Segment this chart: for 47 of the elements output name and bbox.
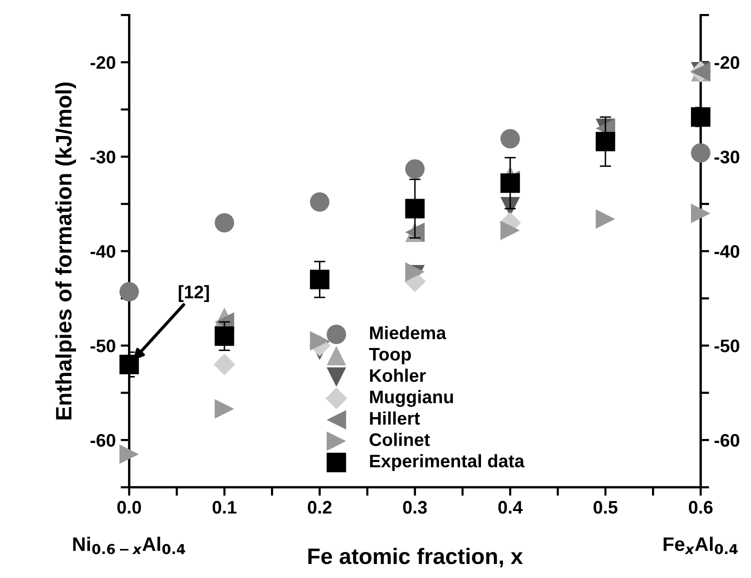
point — [596, 132, 616, 152]
annotation: [12] — [178, 285, 209, 302]
point — [310, 270, 330, 290]
y-tick-label: -40 — [90, 245, 116, 258]
x-tick-label: 0.1 — [212, 500, 236, 514]
point — [596, 209, 616, 229]
legend-label: Muggianu — [370, 390, 453, 407]
point — [500, 129, 520, 148]
x-axis-title: Fe atomic fraction, x — [308, 548, 523, 568]
point — [690, 143, 710, 163]
point — [214, 326, 234, 346]
y-tick-label: -20 — [90, 56, 116, 69]
legend-label: Toop — [369, 348, 411, 364]
x-tick-label: 0.6 — [688, 500, 713, 514]
x-tick-label: 0.0 — [117, 500, 141, 514]
point — [500, 220, 520, 240]
point — [214, 354, 236, 376]
point — [119, 444, 139, 464]
point — [310, 192, 330, 212]
y2-tick-label: -60 — [714, 434, 740, 447]
x-tick-label: 0.3 — [403, 500, 427, 514]
legend-label: Experimental data — [370, 454, 525, 472]
legend-label: Miedema — [370, 326, 446, 340]
point — [405, 198, 425, 218]
x-tick-label: 0.5 — [594, 500, 618, 514]
y2-tick-label: -50 — [714, 340, 740, 352]
point — [119, 354, 139, 374]
text: Fe$_{x}$Al$_{0.4}$ — [664, 536, 738, 554]
point — [214, 399, 234, 419]
point — [690, 204, 710, 224]
legend-label: Colinet — [370, 432, 430, 446]
point — [214, 213, 234, 233]
point — [405, 159, 425, 179]
y-tick-label: -50 — [90, 340, 116, 352]
y-tick-label: -30 — [90, 150, 116, 164]
legend-label: Hillert — [370, 411, 420, 425]
y-axis-title: Enthalpies of formation (kJ/mol) — [55, 82, 76, 420]
y2-tick-label: -20 — [714, 56, 740, 69]
legend-label: Kohler — [370, 368, 426, 382]
x-tick-label: 0.4 — [498, 500, 523, 514]
y2-tick-label: -30 — [714, 150, 740, 164]
y2-tick-label: -40 — [714, 245, 740, 258]
x-tick-label: 0.2 — [308, 500, 332, 514]
y-tick-label: -60 — [90, 434, 116, 447]
point — [690, 107, 710, 127]
point — [119, 282, 139, 302]
text: Ni$_{0.6−x}$Al$_{0.4}$ — [73, 536, 186, 554]
